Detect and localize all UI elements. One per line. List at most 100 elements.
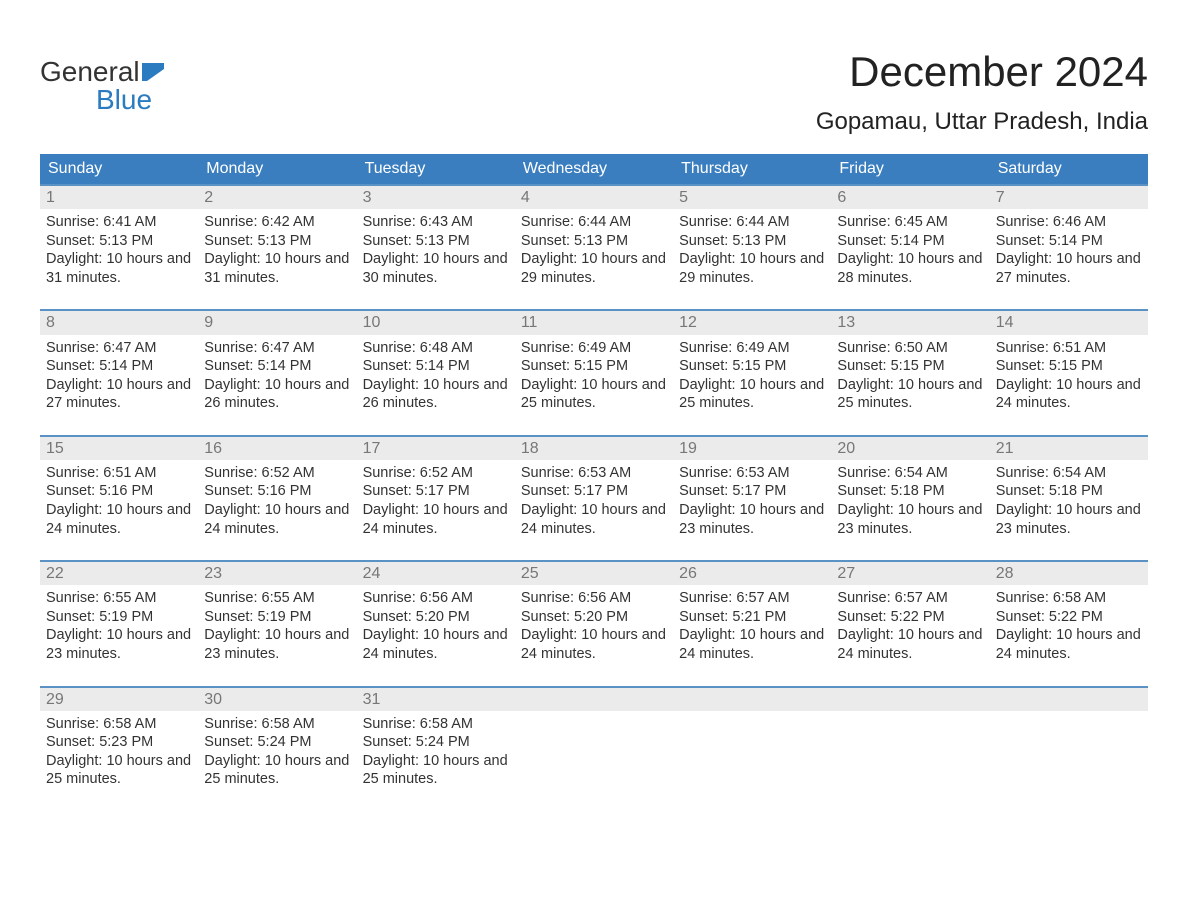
- sunrise-text: Sunrise: 6:46 AM: [996, 213, 1142, 232]
- day-number: 29: [40, 688, 198, 711]
- calendar-day: 9Sunrise: 6:47 AMSunset: 5:14 PMDaylight…: [198, 311, 356, 414]
- day-details: Sunrise: 6:53 AMSunset: 5:17 PMDaylight:…: [515, 460, 673, 540]
- day-number: [673, 688, 831, 711]
- weekday-header: Tuesday: [357, 154, 515, 184]
- sunset-text: Sunset: 5:16 PM: [204, 482, 350, 501]
- day-number: 3: [357, 186, 515, 209]
- calendar-day: 8Sunrise: 6:47 AMSunset: 5:14 PMDaylight…: [40, 311, 198, 414]
- calendar-day: 14Sunrise: 6:51 AMSunset: 5:15 PMDayligh…: [990, 311, 1148, 414]
- calendar-week: 15Sunrise: 6:51 AMSunset: 5:16 PMDayligh…: [40, 435, 1148, 540]
- day-number: 18: [515, 437, 673, 460]
- sunset-text: Sunset: 5:13 PM: [204, 232, 350, 251]
- daylight-text: Daylight: 10 hours and 24 minutes.: [837, 626, 983, 663]
- day-details: Sunrise: 6:43 AMSunset: 5:13 PMDaylight:…: [357, 209, 515, 289]
- day-number: 26: [673, 562, 831, 585]
- daylight-text: Daylight: 10 hours and 23 minutes.: [46, 626, 192, 663]
- day-number: 25: [515, 562, 673, 585]
- daylight-text: Daylight: 10 hours and 24 minutes.: [521, 501, 667, 538]
- weekday-header: Saturday: [990, 154, 1148, 184]
- calendar-day: 6Sunrise: 6:45 AMSunset: 5:14 PMDaylight…: [831, 186, 989, 289]
- day-number: 30: [198, 688, 356, 711]
- daylight-text: Daylight: 10 hours and 25 minutes.: [204, 752, 350, 789]
- sunrise-text: Sunrise: 6:51 AM: [46, 464, 192, 483]
- daylight-text: Daylight: 10 hours and 31 minutes.: [204, 250, 350, 287]
- day-details: Sunrise: 6:51 AMSunset: 5:15 PMDaylight:…: [990, 335, 1148, 415]
- day-details: Sunrise: 6:51 AMSunset: 5:16 PMDaylight:…: [40, 460, 198, 540]
- day-number: 21: [990, 437, 1148, 460]
- sunset-text: Sunset: 5:14 PM: [363, 357, 509, 376]
- calendar-week: 29Sunrise: 6:58 AMSunset: 5:23 PMDayligh…: [40, 686, 1148, 791]
- day-details: Sunrise: 6:58 AMSunset: 5:22 PMDaylight:…: [990, 585, 1148, 665]
- day-number: [990, 688, 1148, 711]
- calendar-day: 12Sunrise: 6:49 AMSunset: 5:15 PMDayligh…: [673, 311, 831, 414]
- day-details: Sunrise: 6:52 AMSunset: 5:16 PMDaylight:…: [198, 460, 356, 540]
- calendar-day: 20Sunrise: 6:54 AMSunset: 5:18 PMDayligh…: [831, 437, 989, 540]
- day-number: 13: [831, 311, 989, 334]
- day-details: Sunrise: 6:42 AMSunset: 5:13 PMDaylight:…: [198, 209, 356, 289]
- sunset-text: Sunset: 5:15 PM: [521, 357, 667, 376]
- calendar-day: 22Sunrise: 6:55 AMSunset: 5:19 PMDayligh…: [40, 562, 198, 665]
- day-details: [673, 711, 831, 771]
- daylight-text: Daylight: 10 hours and 24 minutes.: [679, 626, 825, 663]
- calendar-day: 2Sunrise: 6:42 AMSunset: 5:13 PMDaylight…: [198, 186, 356, 289]
- sunrise-text: Sunrise: 6:42 AM: [204, 213, 350, 232]
- day-number: 14: [990, 311, 1148, 334]
- sunset-text: Sunset: 5:17 PM: [363, 482, 509, 501]
- sunset-text: Sunset: 5:15 PM: [996, 357, 1142, 376]
- sunrise-text: Sunrise: 6:58 AM: [204, 715, 350, 734]
- daylight-text: Daylight: 10 hours and 31 minutes.: [46, 250, 192, 287]
- sunset-text: Sunset: 5:17 PM: [679, 482, 825, 501]
- title-block: December 2024 Gopamau, Uttar Pradesh, In…: [816, 20, 1148, 136]
- day-details: Sunrise: 6:56 AMSunset: 5:20 PMDaylight:…: [515, 585, 673, 665]
- calendar-week: 22Sunrise: 6:55 AMSunset: 5:19 PMDayligh…: [40, 560, 1148, 665]
- calendar-day: [673, 688, 831, 791]
- day-number: 11: [515, 311, 673, 334]
- sunset-text: Sunset: 5:14 PM: [837, 232, 983, 251]
- day-details: Sunrise: 6:58 AMSunset: 5:24 PMDaylight:…: [357, 711, 515, 791]
- daylight-text: Daylight: 10 hours and 28 minutes.: [837, 250, 983, 287]
- calendar-body: 1Sunrise: 6:41 AMSunset: 5:13 PMDaylight…: [40, 184, 1148, 791]
- day-number: 2: [198, 186, 356, 209]
- weekday-header: Thursday: [673, 154, 831, 184]
- daylight-text: Daylight: 10 hours and 23 minutes.: [996, 501, 1142, 538]
- calendar-day: 26Sunrise: 6:57 AMSunset: 5:21 PMDayligh…: [673, 562, 831, 665]
- day-number: 27: [831, 562, 989, 585]
- page-subtitle: Gopamau, Uttar Pradesh, India: [816, 108, 1148, 136]
- calendar: SundayMondayTuesdayWednesdayThursdayFrid…: [40, 154, 1148, 791]
- sunrise-text: Sunrise: 6:52 AM: [204, 464, 350, 483]
- sunrise-text: Sunrise: 6:55 AM: [204, 589, 350, 608]
- day-details: Sunrise: 6:46 AMSunset: 5:14 PMDaylight:…: [990, 209, 1148, 289]
- day-number: 15: [40, 437, 198, 460]
- day-details: Sunrise: 6:58 AMSunset: 5:23 PMDaylight:…: [40, 711, 198, 791]
- calendar-header-row: SundayMondayTuesdayWednesdayThursdayFrid…: [40, 154, 1148, 184]
- daylight-text: Daylight: 10 hours and 23 minutes.: [204, 626, 350, 663]
- day-details: Sunrise: 6:57 AMSunset: 5:22 PMDaylight:…: [831, 585, 989, 665]
- daylight-text: Daylight: 10 hours and 24 minutes.: [363, 501, 509, 538]
- sunrise-text: Sunrise: 6:41 AM: [46, 213, 192, 232]
- day-number: 4: [515, 186, 673, 209]
- sunrise-text: Sunrise: 6:54 AM: [837, 464, 983, 483]
- day-details: [515, 711, 673, 771]
- sunset-text: Sunset: 5:24 PM: [363, 733, 509, 752]
- daylight-text: Daylight: 10 hours and 23 minutes.: [679, 501, 825, 538]
- daylight-text: Daylight: 10 hours and 29 minutes.: [521, 250, 667, 287]
- sunset-text: Sunset: 5:17 PM: [521, 482, 667, 501]
- calendar-day: [990, 688, 1148, 791]
- day-number: [515, 688, 673, 711]
- calendar-day: 17Sunrise: 6:52 AMSunset: 5:17 PMDayligh…: [357, 437, 515, 540]
- sunset-text: Sunset: 5:18 PM: [837, 482, 983, 501]
- day-details: Sunrise: 6:49 AMSunset: 5:15 PMDaylight:…: [515, 335, 673, 415]
- page-title: December 2024: [816, 48, 1148, 96]
- sunrise-text: Sunrise: 6:51 AM: [996, 339, 1142, 358]
- sunset-text: Sunset: 5:19 PM: [46, 608, 192, 627]
- day-number: 8: [40, 311, 198, 334]
- daylight-text: Daylight: 10 hours and 24 minutes.: [521, 626, 667, 663]
- calendar-day: 4Sunrise: 6:44 AMSunset: 5:13 PMDaylight…: [515, 186, 673, 289]
- calendar-day: 5Sunrise: 6:44 AMSunset: 5:13 PMDaylight…: [673, 186, 831, 289]
- day-details: Sunrise: 6:52 AMSunset: 5:17 PMDaylight:…: [357, 460, 515, 540]
- sunset-text: Sunset: 5:15 PM: [837, 357, 983, 376]
- day-details: Sunrise: 6:48 AMSunset: 5:14 PMDaylight:…: [357, 335, 515, 415]
- calendar-day: [831, 688, 989, 791]
- day-details: Sunrise: 6:54 AMSunset: 5:18 PMDaylight:…: [831, 460, 989, 540]
- sunrise-text: Sunrise: 6:44 AM: [679, 213, 825, 232]
